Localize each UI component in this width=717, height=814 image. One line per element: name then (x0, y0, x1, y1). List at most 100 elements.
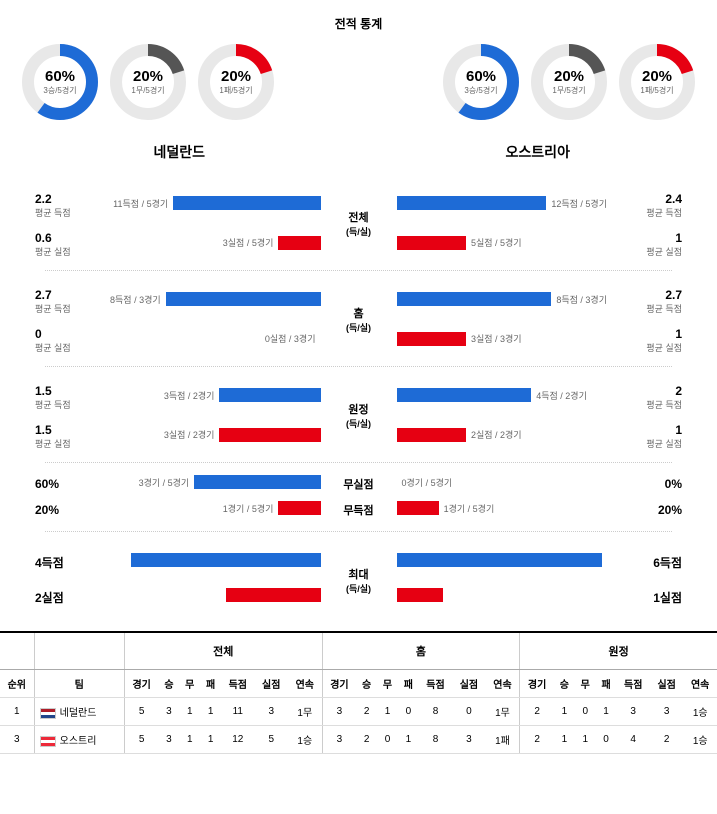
stat-center-label: 전체(득/실) (329, 187, 389, 259)
donut-sub: 1무/5경기 (131, 85, 164, 96)
bar-fill (397, 196, 547, 210)
cell-value: 1승 (288, 726, 322, 754)
donut-sub: 1패/5경기 (219, 85, 252, 96)
bar-label: 3경기 / 5경기 (139, 476, 190, 489)
donut-pct: 60% (464, 68, 497, 85)
table-row: 3 오스트리53111251승3201831패2110421승 (0, 726, 717, 754)
cell-value: 3 (322, 726, 356, 754)
donut-chart: 20% 1패/5경기 (617, 42, 697, 122)
bar-left: 3실점 / 5경기 (110, 236, 321, 250)
bar-fill (166, 292, 321, 306)
bar-left (110, 553, 321, 567)
stat-row: 2.2평균 득점 11득점 / 5경기 전체(득/실) 12득점 / 5경기 2… (15, 187, 702, 223)
stat-bar-right-holder: 3실점 / 3경기 (389, 332, 608, 350)
table-th: 패 (398, 670, 419, 698)
donut-item: 20% 1무/5경기 (108, 42, 188, 122)
table-th: 팀 (34, 670, 124, 698)
donut-pct: 20% (131, 68, 164, 85)
stat-right-value: 1평균 실점 (607, 327, 702, 354)
table-th: 실점 (650, 670, 683, 698)
bar-label: 2실점 / 2경기 (471, 428, 522, 441)
cell-value: 1무 (486, 698, 520, 726)
bar-right: 4득점 / 2경기 (397, 388, 608, 402)
cell-value: 1패 (486, 726, 520, 754)
donut-chart: 20% 1패/5경기 (196, 42, 276, 122)
cell-value: 1 (596, 698, 617, 726)
stat-right-value: 2평균 득점 (607, 384, 702, 411)
cell-value: 12 (221, 726, 254, 754)
stat-right-value: 20% (607, 503, 702, 517)
cell-value: 3 (159, 726, 180, 754)
cell-value: 1승 (683, 698, 717, 726)
cell-value: 1 (575, 726, 596, 754)
cell-value: 2 (520, 726, 554, 754)
section-separator (45, 270, 672, 271)
cell-value: 5 (255, 726, 288, 754)
stat-left-value: 2실점 (15, 589, 110, 606)
bar-fill (226, 588, 321, 602)
flag-icon (40, 708, 56, 719)
stat-bar-left-holder (110, 553, 329, 571)
donut-pct: 20% (552, 68, 585, 85)
cell-value: 5 (124, 698, 158, 726)
table-header: 순위팀경기승무패득점실점연속경기승무패득점실점연속경기승무패득점실점연속 (0, 670, 717, 698)
stat-bar-left-holder (110, 588, 329, 606)
bar-left: 11득점 / 5경기 (110, 196, 321, 210)
stat-bar-left-holder: 3실점 / 5경기 (110, 236, 329, 254)
bar-right: 12득점 / 5경기 (397, 196, 608, 210)
cell-rank: 1 (0, 698, 34, 726)
bar-label: 8득점 / 3경기 (110, 293, 161, 306)
bar-label: 3실점 / 5경기 (223, 236, 274, 249)
cell-value: 3 (322, 698, 356, 726)
donut-item: 20% 1패/5경기 (617, 42, 697, 122)
cell-value: 2 (520, 698, 554, 726)
table-th: 득점 (616, 670, 649, 698)
table-group-header: 전체 홈 원정 (0, 633, 717, 670)
bar-label: 1경기 / 5경기 (444, 502, 495, 515)
stat-bar-right-holder: 12득점 / 5경기 (389, 196, 608, 214)
cell-value: 1 (554, 698, 575, 726)
table-th: 득점 (419, 670, 452, 698)
standings-table-wrap: 전체 홈 원정 순위팀경기승무패득점실점연속경기승무패득점실점연속경기승무패득점… (0, 631, 717, 754)
stat-center-label: 홈(득/실) (329, 283, 389, 355)
stat-row: 20% 1경기 / 5경기 무득점 1경기 / 5경기 20% (15, 501, 702, 519)
cell-value: 3 (650, 698, 683, 726)
bar-label: 4득점 / 2경기 (536, 389, 587, 402)
stat-left-value: 2.2평균 득점 (15, 192, 110, 219)
donut-chart: 20% 1무/5경기 (108, 42, 188, 122)
stat-bar-right-holder: 1경기 / 5경기 (389, 501, 608, 519)
stat-right-value: 1평균 실점 (607, 423, 702, 450)
stat-left-value: 60% (15, 477, 110, 491)
cell-value: 3 (159, 698, 180, 726)
bar-label: 3득점 / 2경기 (164, 389, 215, 402)
bar-right: 1경기 / 5경기 (397, 501, 608, 515)
stat-bar-left-holder: 8득점 / 3경기 (110, 292, 329, 310)
bar-fill (397, 388, 532, 402)
donut-chart: 60% 3승/5경기 (441, 42, 521, 122)
stat-bar-right-holder (389, 588, 608, 606)
bar-fill (219, 388, 320, 402)
stat-bar-right-holder: 5실점 / 5경기 (389, 236, 608, 254)
cell-value: 2 (356, 726, 377, 754)
donut-item: 60% 3승/5경기 (441, 42, 521, 122)
stat-left-value: 20% (15, 503, 110, 517)
stat-left-value: 0.6평균 실점 (15, 231, 110, 258)
section-separator (45, 462, 672, 463)
cell-value: 4 (616, 726, 649, 754)
bar-right: 3실점 / 3경기 (397, 332, 608, 346)
donut-chart: 60% 3승/5경기 (20, 42, 100, 122)
stat-right-value: 2.4평균 득점 (607, 192, 702, 219)
donut-sub: 3승/5경기 (43, 85, 76, 96)
stat-right-value: 6득점 (607, 554, 702, 571)
section-separator (45, 531, 672, 532)
stat-bar-right-holder: 0경기 / 5경기 (389, 475, 608, 493)
stat-bar-left-holder: 11득점 / 5경기 (110, 196, 329, 214)
stat-center-label: 최대(득/실) (329, 544, 389, 616)
table-th: 경기 (124, 670, 158, 698)
table-th: 득점 (221, 670, 254, 698)
bar-left: 0실점 / 3경기 (110, 332, 321, 346)
bar-right (397, 553, 608, 567)
cell-value: 2 (356, 698, 377, 726)
bar-right: 2실점 / 2경기 (397, 428, 608, 442)
stat-bar-left-holder: 0실점 / 3경기 (110, 332, 329, 350)
